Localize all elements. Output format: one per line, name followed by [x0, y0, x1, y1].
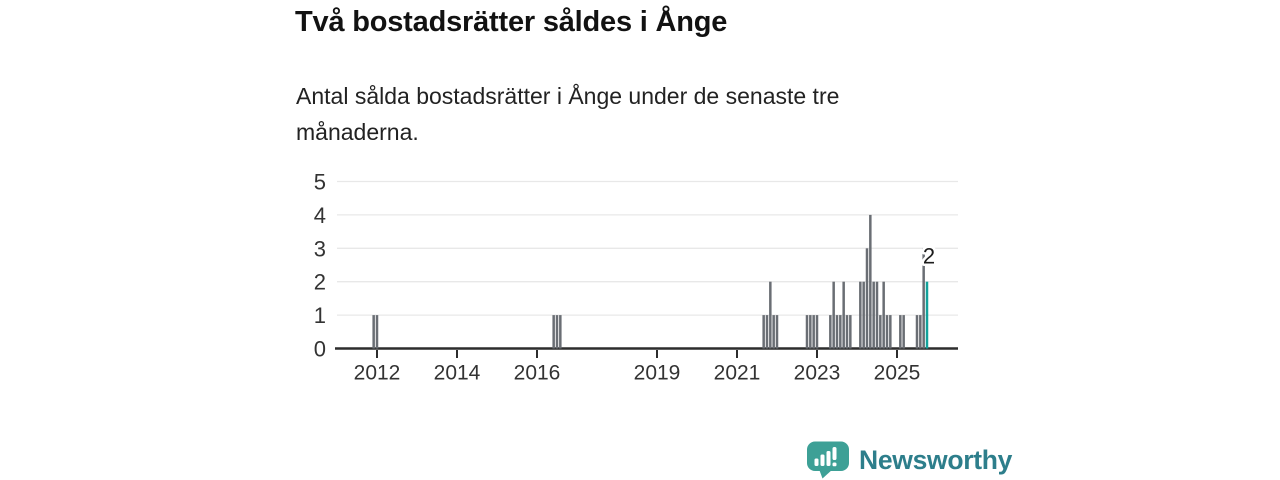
- chart-bar: [899, 315, 902, 349]
- newsworthy-logo-text: Newsworthy: [859, 444, 1013, 475]
- x-tick-label: 2021: [714, 362, 761, 385]
- chart-bar: [885, 315, 889, 349]
- chart-bar: [769, 281, 772, 349]
- x-tick-label: 2023: [794, 362, 841, 385]
- chart-bar: [915, 315, 919, 349]
- chart-bar: [809, 315, 812, 349]
- chart-bar: [835, 315, 839, 349]
- y-tick-label: 4: [314, 203, 326, 228]
- y-tick-label: 0: [314, 337, 326, 362]
- chart-bar: [775, 315, 779, 349]
- chart-bar: [762, 315, 765, 349]
- chart-bar: [552, 315, 555, 349]
- x-tick-label: 2014: [434, 362, 481, 385]
- chart-bar: [889, 315, 892, 349]
- chart-bar: [919, 315, 922, 349]
- x-tick-label: 2012: [354, 362, 401, 385]
- chart-bar: [862, 281, 865, 349]
- chart-bar: [902, 315, 905, 349]
- newsworthy-logo-icon: [807, 441, 849, 479]
- y-tick-label: 2: [314, 270, 326, 295]
- y-tick-label: 3: [314, 236, 326, 261]
- chart-bar: [849, 315, 852, 349]
- chart-bar: [922, 248, 925, 349]
- chart-bar: [879, 315, 882, 349]
- chart-bar: [882, 281, 885, 349]
- chart-title: Två bostadsrätter såldes i Ånge: [295, 6, 728, 38]
- chart-bar: [875, 281, 879, 349]
- highlighted-bar: [925, 281, 929, 349]
- chart-bar: [812, 315, 815, 349]
- x-tick-label: 2016: [514, 362, 561, 385]
- chart-bar: [375, 315, 379, 349]
- x-tick-label: 2019: [634, 362, 681, 385]
- newsworthy-logo: Newsworthy: [806, 441, 1012, 479]
- chart-bar: [872, 281, 875, 349]
- chart-bar: [839, 315, 842, 349]
- chart-bar: [805, 315, 809, 349]
- chart-bar: [372, 315, 375, 349]
- chart-bar: [859, 281, 862, 349]
- chart-bar: [845, 315, 849, 349]
- chart-subtitle: Antal sålda bostadsrätter i Ånge under d…: [296, 83, 840, 145]
- chart-bar: [842, 281, 845, 349]
- chart-bar: [559, 315, 562, 349]
- chart-bar: [832, 281, 835, 349]
- y-tick-label: 5: [314, 170, 326, 195]
- x-tick-label: 2025: [874, 362, 921, 385]
- y-tick-label: 1: [314, 303, 326, 328]
- chart-bar: [869, 214, 872, 349]
- chart-bar: [815, 315, 819, 349]
- highlight-value-label: 2: [923, 244, 935, 269]
- chart-bar: [765, 315, 769, 349]
- chart-bar: [865, 248, 869, 349]
- chart-bar: [772, 315, 775, 349]
- chart-bar: [555, 315, 559, 349]
- chart-bar: [829, 315, 832, 349]
